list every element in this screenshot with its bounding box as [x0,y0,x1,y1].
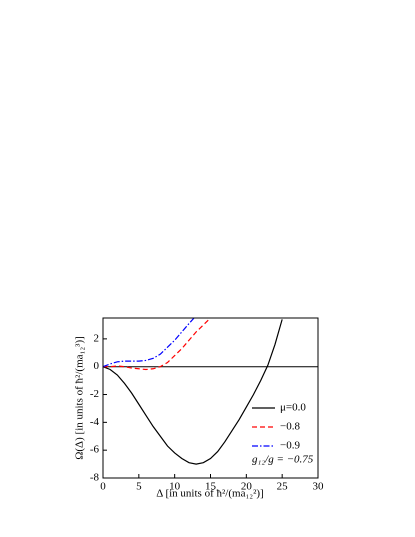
legend-label: −0.9 [280,440,300,452]
series-line [103,319,283,465]
x-tick-label: 25 [277,481,289,493]
legend-label: μ=0.0 [280,402,306,414]
plot-frame [102,317,319,479]
y-axis-label: Ω(Δ) [in units of ħ²/(ma₁₂³)] [74,336,86,460]
y-tick-label: -2 [90,388,99,400]
series-line [103,318,211,371]
x-tick-label: 15 [205,481,217,493]
x-tick-label: 20 [241,481,253,493]
y-tick-label: 2 [94,332,100,344]
x-tick-label: 0 [100,481,106,493]
legend-label: −0.8 [280,421,300,433]
y-tick-label: -8 [90,472,100,484]
y-tick-label: 0 [94,360,100,372]
y-tick-label: -4 [90,416,100,428]
y-tick-label: -6 [90,444,100,456]
x-tick-label: 10 [169,481,181,493]
x-tick-label: 5 [136,481,142,493]
series-line [103,318,195,368]
x-axis-label: Δ [in units of ħ²/(ma₁₂²)] [156,488,264,500]
annotation: g₁₂/g = −0.75 [252,454,314,466]
x-tick-label: 30 [313,481,325,493]
